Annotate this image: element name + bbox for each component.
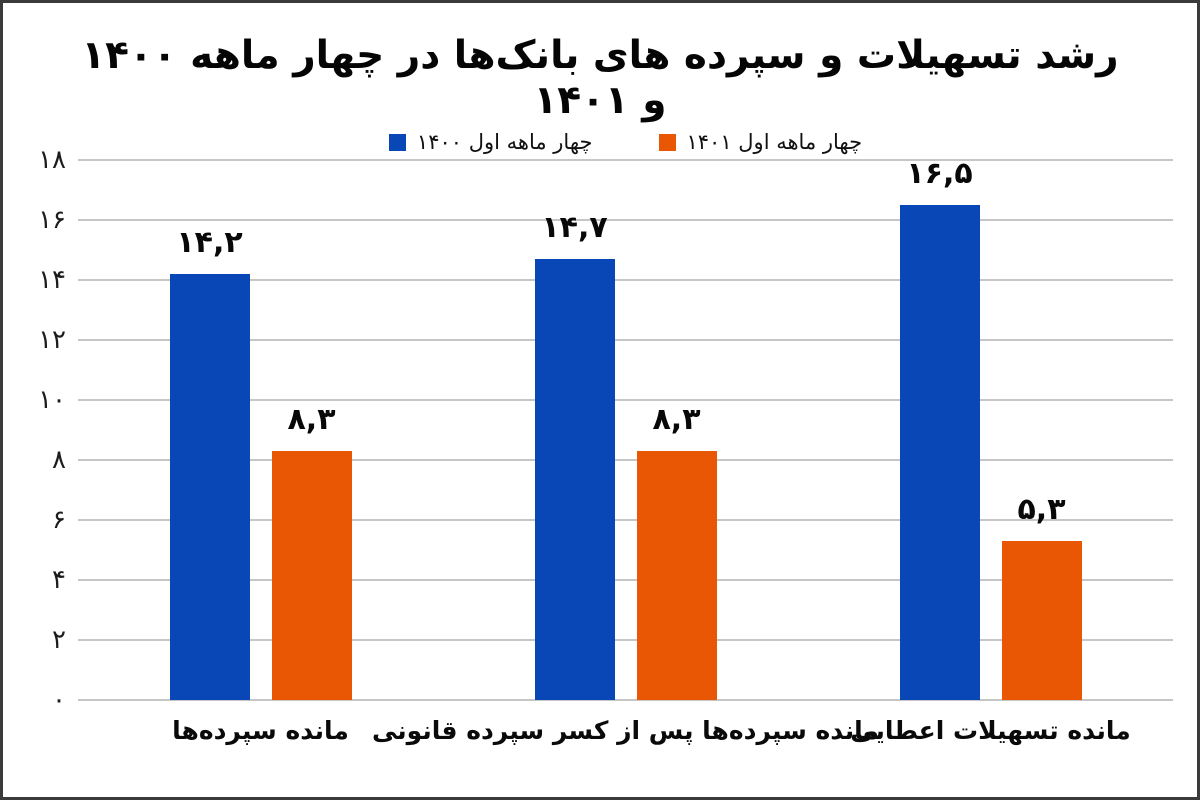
y-gridline — [78, 159, 1173, 161]
y-axis-tick-label: ۱۲ — [38, 325, 66, 355]
y-gridline — [78, 699, 1173, 701]
bar-value-label: ۱۴,۷ — [541, 210, 608, 245]
y-axis-tick-label: ۱۶ — [38, 205, 66, 235]
legend-label-1400: چهار ماهه اول ۱۴۰۰ — [416, 130, 593, 154]
y-gridline — [78, 459, 1173, 461]
legend-swatch-1400-icon — [388, 133, 406, 151]
x-axis-category-label: مانده سپرده‌ها پس از کسر سپرده قانونی — [372, 716, 879, 745]
bar-series1-cat1 — [636, 451, 717, 700]
y-gridline — [78, 579, 1173, 581]
y-gridline — [78, 219, 1173, 221]
y-axis-tick-label: ۶ — [52, 505, 66, 535]
bar-value-label: ۵,۳ — [1017, 492, 1066, 527]
y-axis-tick-label: ۱۴ — [38, 265, 66, 295]
bar-value-label: ۸,۳ — [287, 402, 336, 437]
x-axis-category-label: مانده تسهیلات اعطایی — [850, 716, 1131, 745]
y-gridline — [78, 519, 1173, 521]
chart-title: رشد تسهیلات و سپرده های بانک‌ها در چهار … — [81, 33, 1119, 123]
bar-series0-cat1 — [534, 259, 615, 700]
legend-item-1401: چهار ماهه اول ۱۴۰۱ — [658, 130, 863, 154]
plot-area: ۱۸ ۱۶ ۱۴ ۱۲ ۱۰ ۸ ۶ ۴ ۲ ۰ ۱۴,۲ ۸,۳ مانده سپرده‌ها ۱۴,۷… — [38, 145, 1173, 745]
legend-item-1400: چهار ماهه اول ۱۴۰۰ — [388, 130, 593, 154]
y-axis-tick-label: ۲ — [52, 625, 66, 655]
y-axis-tick-label: ۱۸ — [38, 145, 66, 175]
bar-series0-cat2 — [899, 205, 980, 700]
x-axis-category-label: مانده سپرده‌ها — [172, 716, 349, 745]
legend: چهار ماهه اول ۱۴۰۰ چهار ماهه اول ۱۴۰۱ — [78, 124, 1173, 160]
y-gridline — [78, 339, 1173, 341]
bar-value-label: ۱۴,۲ — [176, 225, 243, 260]
y-gridline — [78, 639, 1173, 641]
bar-series0-cat0 — [169, 274, 250, 700]
y-axis-tick-label: ۱۰ — [38, 385, 66, 415]
legend-label-1401: چهار ماهه اول ۱۴۰۱ — [686, 130, 863, 154]
y-gridline — [78, 399, 1173, 401]
bar-series1-cat2 — [1001, 541, 1082, 700]
y-axis-tick-label: ۸ — [52, 445, 66, 475]
bar-series1-cat0 — [271, 451, 352, 700]
bar-value-label: ۸,۳ — [652, 402, 701, 437]
bar-value-label: ۱۶,۵ — [906, 156, 973, 191]
y-axis-tick-label: ۰ — [52, 685, 66, 715]
legend-swatch-1401-icon — [658, 133, 676, 151]
y-axis-tick-label: ۴ — [52, 565, 66, 595]
y-gridline — [78, 279, 1173, 281]
